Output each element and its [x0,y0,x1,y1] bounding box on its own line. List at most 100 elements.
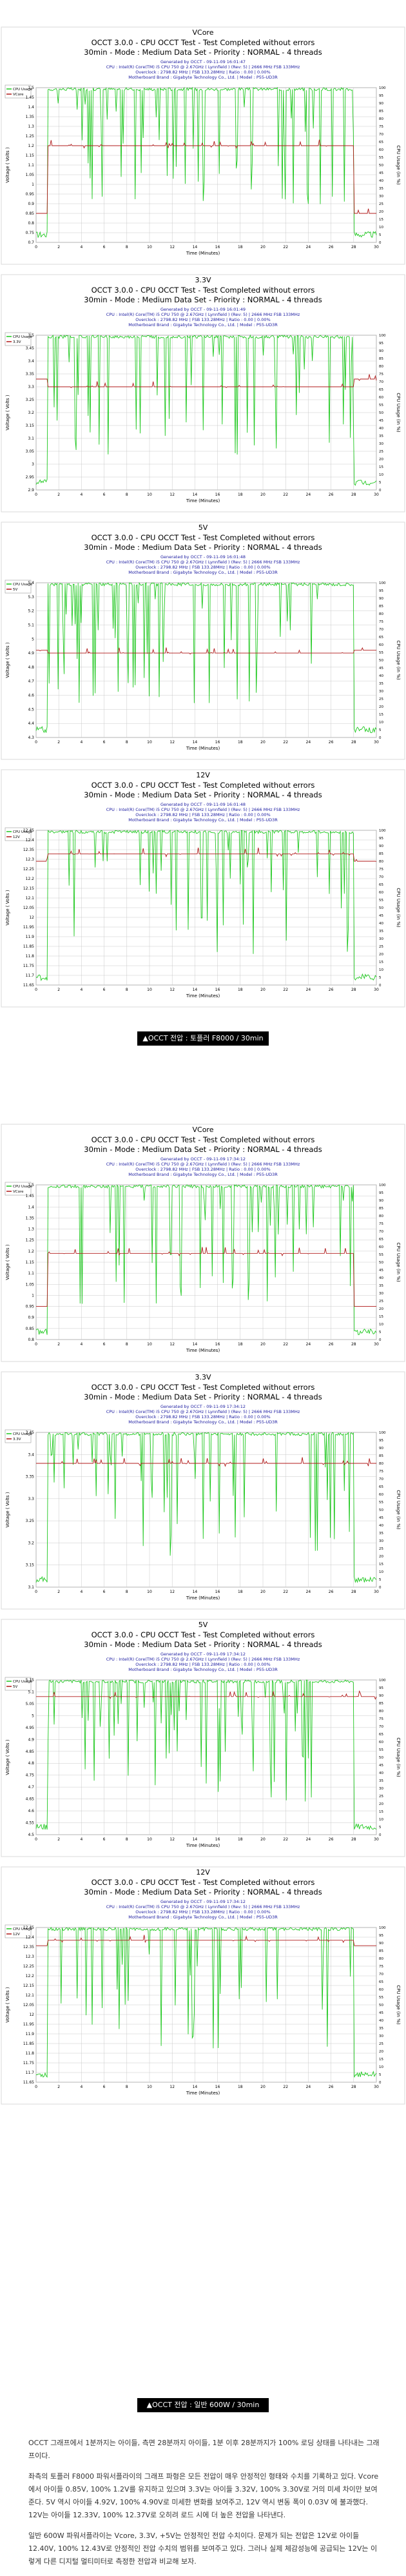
paragraph: OCCT 그래프에서 1분까지는 아이들, 측면 28분까지 아이들, 1분 이… [28,2439,380,2460]
right-tick-label: 65 [379,1238,383,1242]
right-tick-label: 75 [379,1717,383,1721]
x-tick-label: 12 [169,1342,175,1347]
article-text: OCCT 그래프에서 1분까지는 아이들, 측면 28분까지 아이들, 1분 이… [28,2437,380,2576]
legend-cpu-label: CPU Usage [13,830,33,834]
right-tick-label: 60 [379,1988,383,1992]
voltage-line [36,1457,376,1467]
y-tick-label: 3.25 [26,398,35,402]
right-axis-label: CPU Usage (in %) [396,1985,401,2024]
chart-legend: CPU Usage 12V [5,1924,33,1938]
x-tick-label: 2 [57,1837,60,1842]
x-tick-label: 0 [35,740,37,745]
x-tick-label: 22 [283,245,288,249]
y-tick-label: 4.6 [28,694,34,698]
right-tick-label: 60 [379,643,383,647]
right-tick-label: 45 [379,1516,383,1520]
x-tick-label: 0 [35,1590,37,1594]
x-tick-label: 24 [306,1590,311,1594]
x-tick-label: 4 [80,1837,82,1842]
right-tick-label: 100 [379,581,386,585]
right-tick-label: 30 [379,195,383,199]
paragraph: 좌측의 토플러 F8000 파워서플라이의 그래프 파형은 모든 전압이 매우 … [28,2472,379,2519]
right-tick-label: 40 [379,1524,383,1528]
x-tick-label: 4 [80,493,82,497]
chart-title-line-2: 30min - Mode : Medium Data Set - Priorit… [84,1888,322,1897]
x-tick-label: 26 [329,2085,334,2089]
x-tick-label: 24 [306,245,311,249]
y-tick-label: 11.8 [26,954,35,959]
overclock-info: Overclock : 2798.82 MHz | FSB 133.28MHz … [135,812,270,817]
motherboard-info: Motherboard Brand : Gigabyte Technology … [128,75,278,80]
right-tick-label: 70 [379,875,383,879]
y-tick-label: 1.15 [26,153,35,158]
right-tick-label: 20 [379,458,383,462]
y-axis-label: Voltage ( Volts ) [5,395,10,431]
right-tick-label: 90 [379,1199,383,1203]
right-tick-label: 15 [379,1810,383,1814]
y-tick-label: 12.45 [23,828,34,833]
right-tick-label: 10 [379,721,383,725]
y-tick-label: 3.4 [28,359,34,364]
right-tick-label: 90 [379,1447,383,1450]
generated-by: Generated by OCCT - 09-11-09 17:34:12 [160,1652,246,1657]
right-tick-label: 50 [379,2004,383,2007]
right-tick-label: 75 [379,1222,383,1226]
right-tick-label: 100 [379,1431,386,1435]
y-tick-label: 1.45 [26,1194,35,1198]
x-tick-label: 16 [215,245,220,249]
x-tick-label: 12 [169,2085,175,2089]
y-tick-label: 12 [29,915,34,920]
y-tick-label: 12.2 [26,877,35,881]
chart-title-line-2: 30min - Mode : Medium Data Set - Priorit… [84,543,322,552]
chart-title-line-2: 30min - Mode : Medium Data Set - Priorit… [84,790,322,799]
y-tick-label: 12.05 [23,906,34,910]
x-tick-label: 16 [215,1342,220,1347]
right-tick-label: 60 [379,891,383,895]
right-tick-label: 0 [379,1586,382,1590]
x-tick-label: 28 [351,493,356,497]
cpu-info: CPU : Intel(R) Core(TM) i5 CPU 750 @ 2.6… [106,312,300,317]
x-tick-label: 26 [329,493,334,497]
right-tick-label: 10 [379,226,383,229]
y-tick-label: 4.7 [28,679,34,684]
right-tick-label: 25 [379,945,383,949]
right-tick-label: 50 [379,1756,383,1760]
right-tick-label: 70 [379,380,383,384]
y-tick-label: 12.15 [23,886,34,891]
chart-title-line-1: OCCT 3.0.0 - CPU OCCT Test - Test Comple… [92,1135,315,1144]
right-tick-label: 35 [379,930,383,933]
y-tick-label: 1.3 [28,124,34,129]
y-tick-label: 3.3 [28,1497,34,1501]
right-tick-label: 45 [379,1269,383,1273]
y-tick-label: 0.95 [26,192,35,197]
x-tick-label: 28 [351,740,356,745]
y-tick-label: 0.75 [26,231,35,235]
x-tick-label: 24 [306,740,311,745]
chart-panel-7: 5V OCCT 3.0.0 - CPU OCCT Test - Test Comp… [0,1618,406,1858]
y-tick-label: 3.2 [28,1541,34,1545]
legend-voltage-label: 12V [13,835,20,839]
y-tick-label: 3.35 [26,1475,35,1479]
generated-by: Generated by OCCT - 09-11-09 16:01:47 [160,59,246,64]
right-tick-label: 0 [379,984,382,988]
voltage-line [36,847,377,862]
right-tick-label: 20 [379,1307,383,1311]
legend-voltage-label: 5V [13,1685,17,1689]
legend-box [5,1182,32,1196]
right-tick-label: 35 [379,187,383,191]
right-tick-label: 45 [379,667,383,670]
cpu-usage-line [35,1184,377,1336]
right-tick-label: 100 [379,1679,386,1683]
right-axis-label: CPU Usage (in %) [396,145,401,184]
right-tick-label: 65 [379,1733,383,1737]
cpu-info: CPU : Intel(R) Core(TM) i5 CPU 750 @ 2.6… [106,807,300,812]
legend-box [5,1677,32,1691]
overclock-info: Overclock : 2798.82 MHz | FSB 133.28MHz … [135,1662,270,1667]
y-tick-label: 12.4 [26,838,35,843]
x-tick-label: 4 [80,245,82,249]
right-tick-label: 25 [379,202,383,206]
right-tick-label: 50 [379,411,383,415]
x-tick-label: 10 [147,1590,152,1594]
right-tick-label: 0 [379,1338,382,1342]
